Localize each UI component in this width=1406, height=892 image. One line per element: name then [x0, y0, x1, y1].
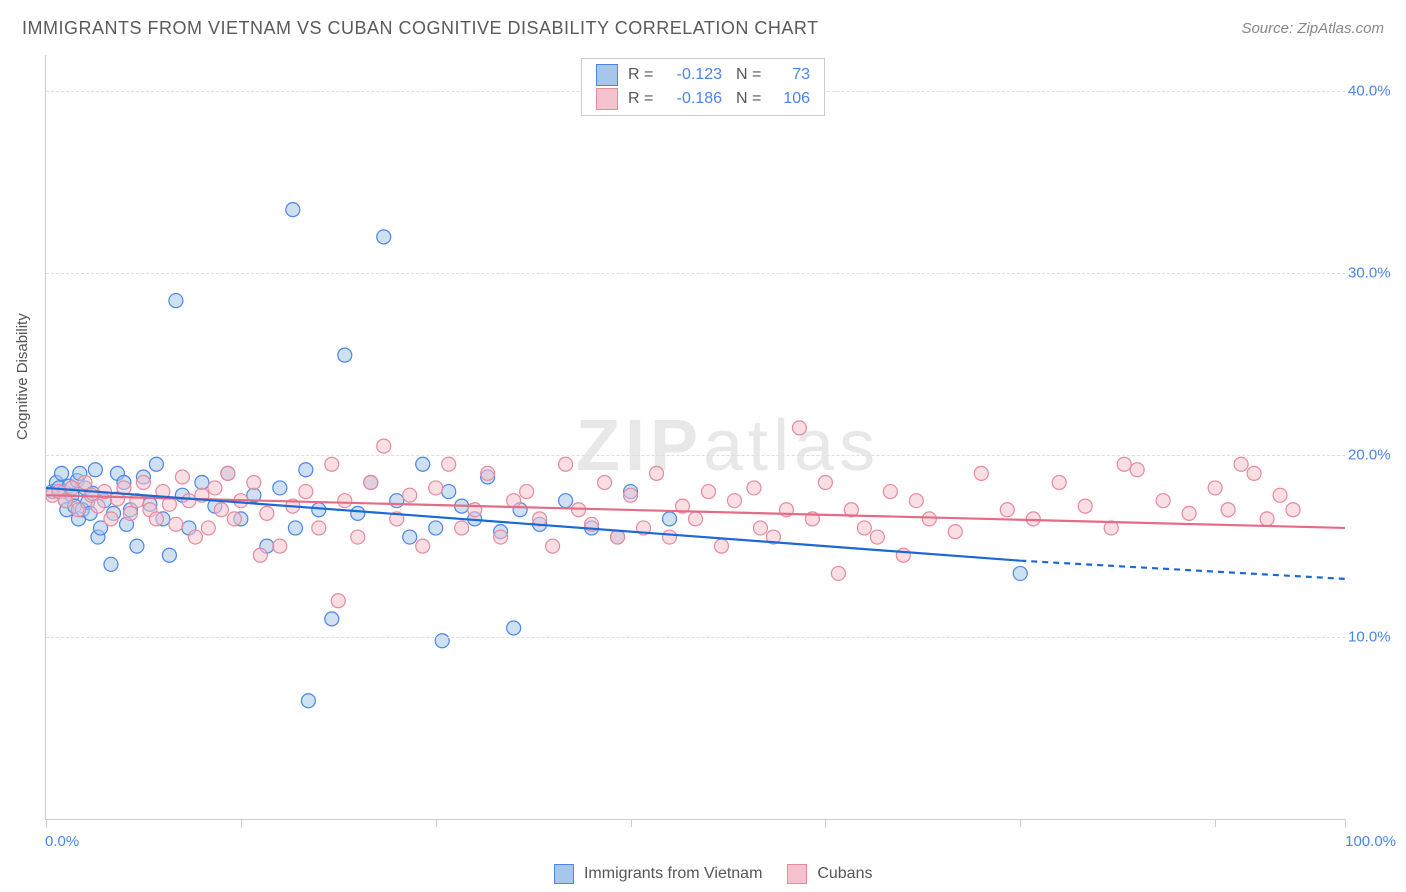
legend-r-label: R =	[628, 66, 662, 84]
legend-n-label: N =	[736, 90, 770, 108]
legend-swatch-cubans	[787, 864, 807, 884]
legend-r-value-cubans: -0.186	[662, 90, 722, 108]
legend-row-cubans: R = -0.186 N = 106	[596, 87, 810, 111]
x-tick-right: 100.0%	[1345, 833, 1396, 850]
chart-svg	[46, 55, 1345, 819]
y-tick-label: 40.0%	[1348, 83, 1403, 100]
correlation-legend: R = -0.123 N = 73 R = -0.186 N = 106	[581, 58, 825, 116]
y-axis-label: Cognitive Disability	[14, 313, 31, 440]
legend-swatch-cubans	[596, 88, 618, 110]
watermark: ZIPatlas	[576, 405, 880, 487]
legend-n-label: N =	[736, 66, 770, 84]
legend-r-value-vietnam: -0.123	[662, 66, 722, 84]
legend-row-vietnam: R = -0.123 N = 73	[596, 63, 810, 87]
legend-r-label: R =	[628, 90, 662, 108]
legend-label-cubans: Cubans	[817, 865, 872, 882]
plot-area: ZIPatlas 10.0%20.0%30.0%40.0%	[45, 55, 1345, 820]
legend-swatch-vietnam	[596, 64, 618, 86]
series-legend: Immigrants from Vietnam Cubans	[0, 864, 1406, 884]
legend-label-vietnam: Immigrants from Vietnam	[584, 865, 762, 882]
chart-title: IMMIGRANTS FROM VIETNAM VS CUBAN COGNITI…	[22, 18, 819, 39]
legend-n-value-cubans: 106	[770, 90, 810, 108]
legend-swatch-vietnam	[554, 864, 574, 884]
source-attribution: Source: ZipAtlas.com	[1241, 20, 1384, 37]
y-tick-label: 20.0%	[1348, 447, 1403, 464]
y-tick-label: 30.0%	[1348, 265, 1403, 282]
y-tick-label: 10.0%	[1348, 629, 1403, 646]
legend-n-value-vietnam: 73	[770, 66, 810, 84]
x-tick-left: 0.0%	[45, 833, 79, 850]
